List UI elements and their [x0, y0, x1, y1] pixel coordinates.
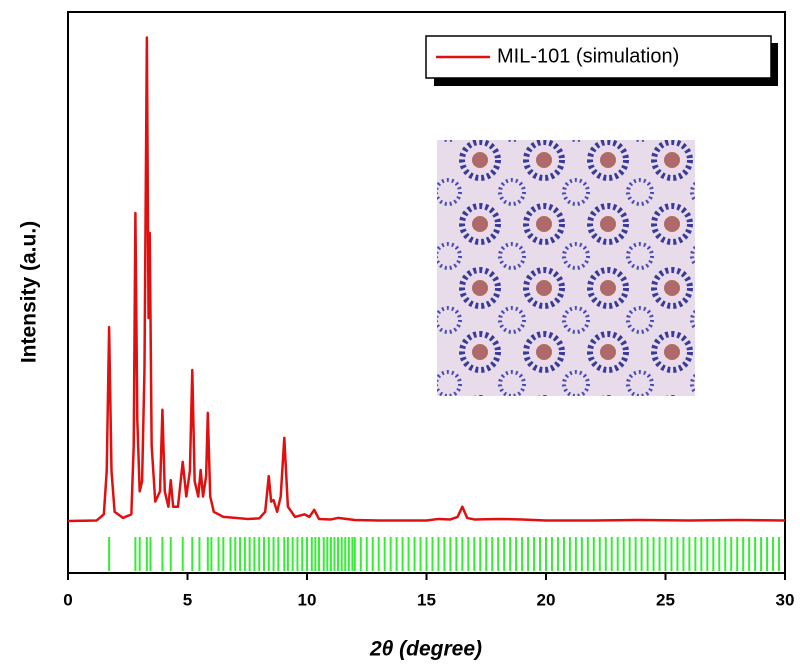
x-axis-label: 2θ (degree) [369, 638, 482, 661]
x-tick-label: 30 [776, 590, 795, 609]
x-tick-label: 15 [417, 590, 436, 609]
y-axis-label: Intensity (a.u.) [18, 221, 41, 363]
x-tick-label: 25 [656, 590, 675, 609]
data-line [67, 36, 786, 523]
x-tick-label: 0 [63, 590, 72, 609]
x-tick-label: 5 [183, 590, 192, 609]
x-tick-label: 10 [298, 590, 317, 609]
legend-label: MIL-101 (simulation) [497, 45, 679, 67]
structure-inset [437, 140, 695, 396]
x-tick-label: 20 [537, 590, 556, 609]
